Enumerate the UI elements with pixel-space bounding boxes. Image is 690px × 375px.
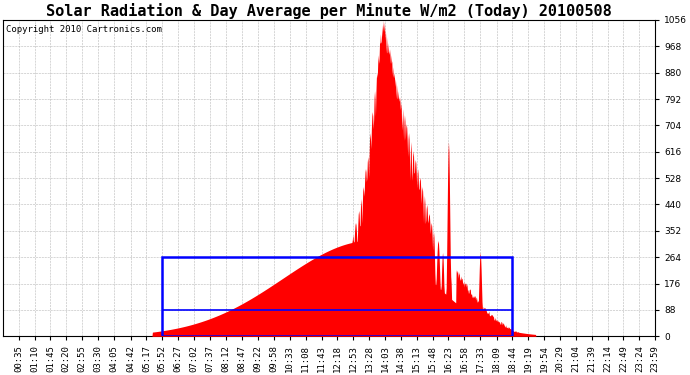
Text: Copyright 2010 Cartronics.com: Copyright 2010 Cartronics.com (6, 25, 162, 34)
Title: Solar Radiation & Day Average per Minute W/m2 (Today) 20100508: Solar Radiation & Day Average per Minute… (46, 3, 612, 19)
Bar (162, 257, 513, 336)
